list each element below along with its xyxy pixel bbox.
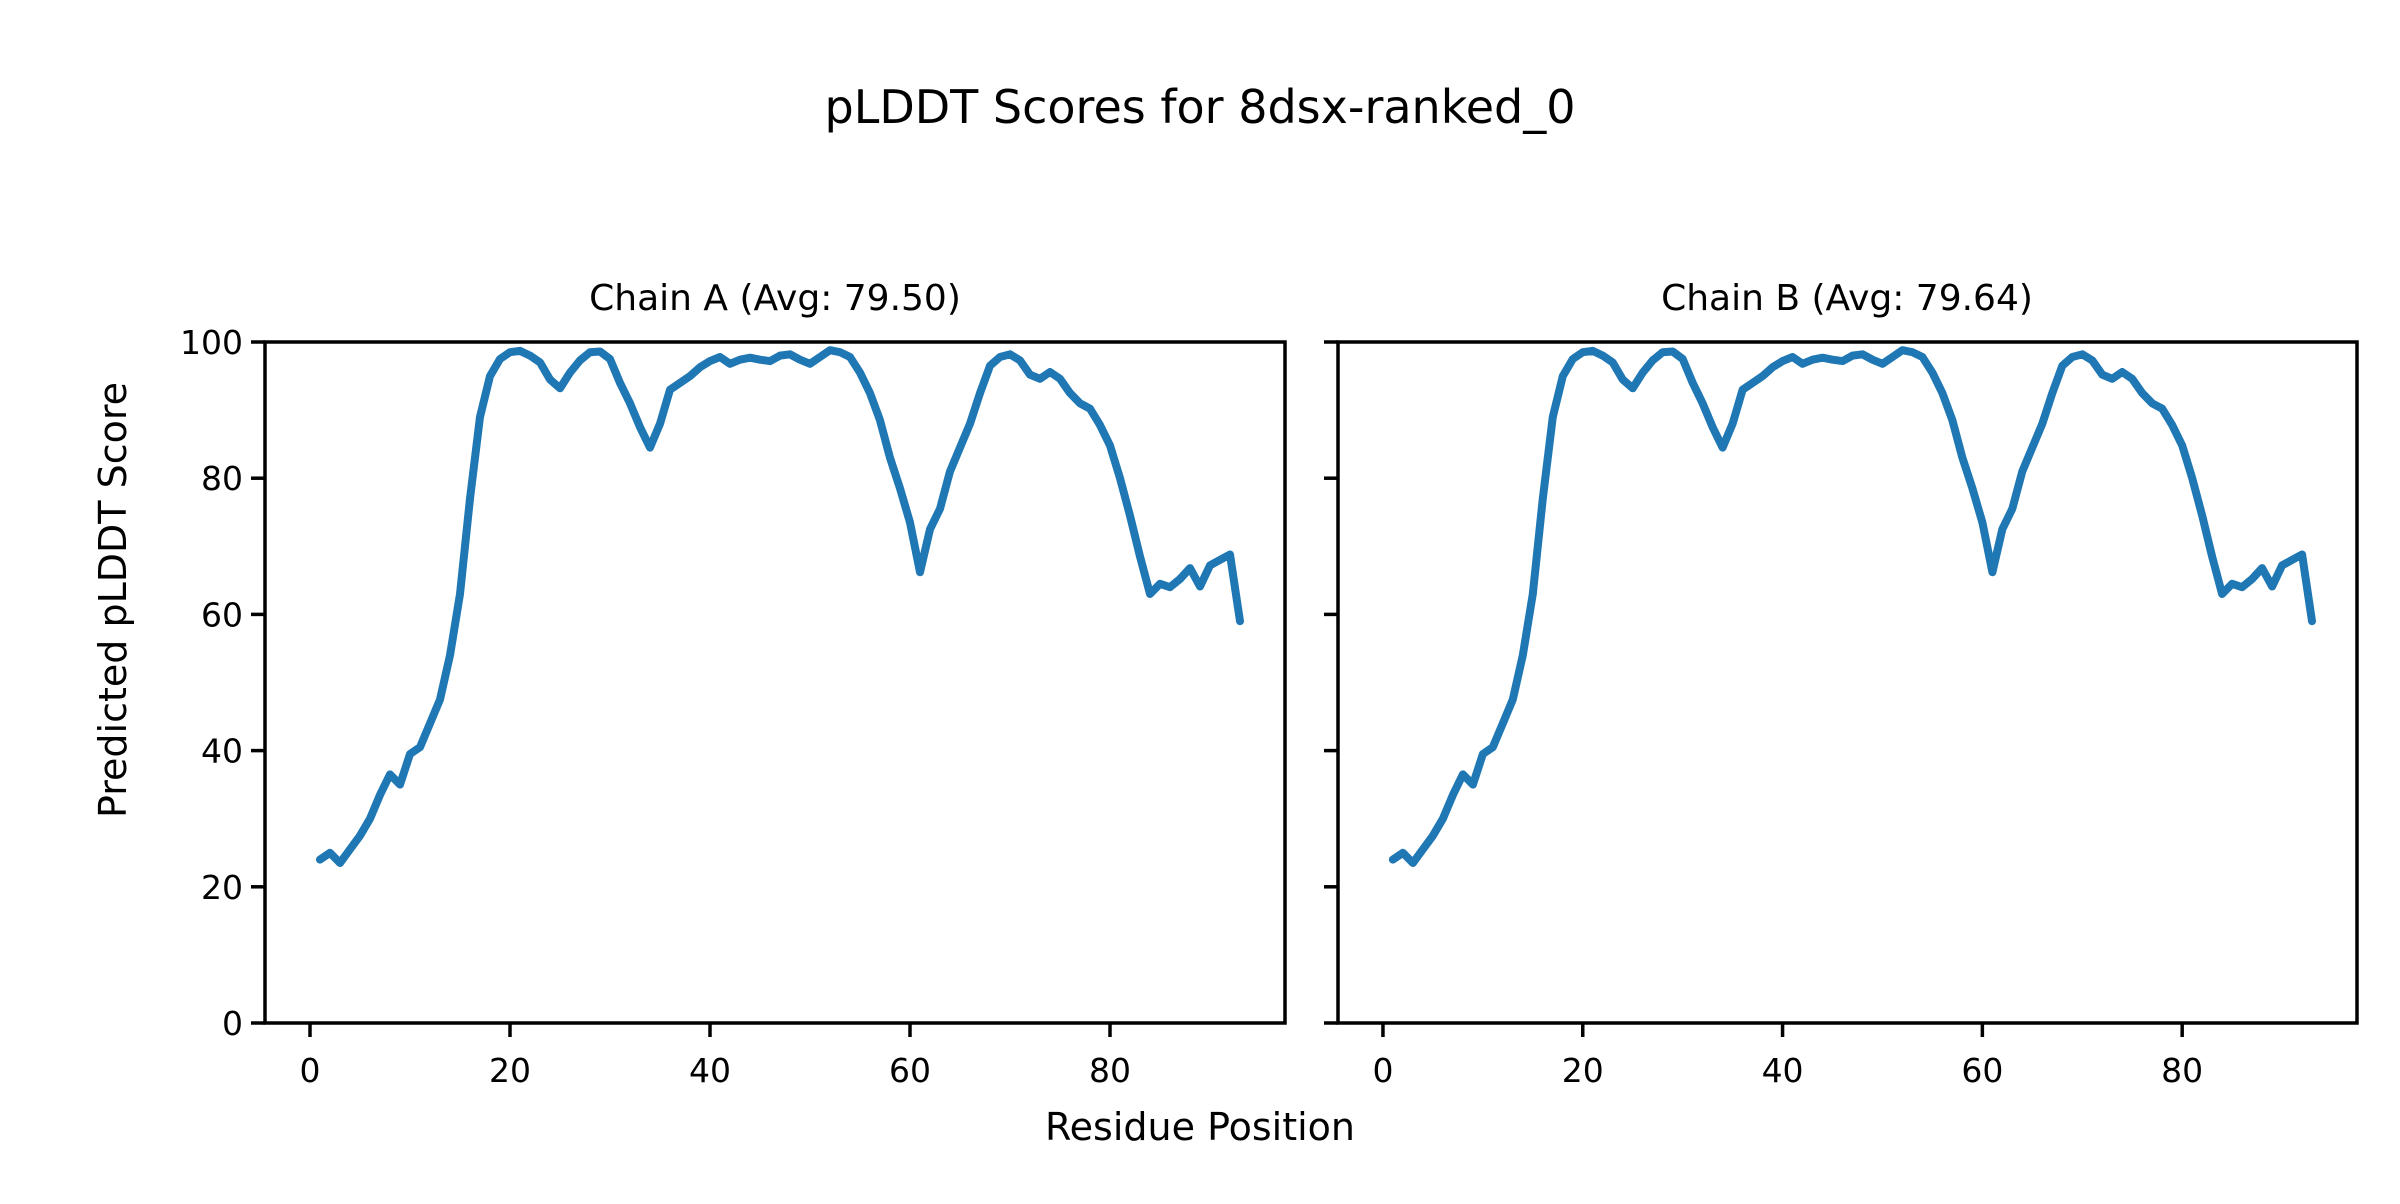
y-tick-label: 20 xyxy=(201,868,243,907)
plddt-line-chain-a xyxy=(316,346,1244,867)
subplot-chain-a: Chain A (Avg: 79.50) 0 20 40 60 80 0 20 40 60 80 1… xyxy=(180,278,1287,1090)
x-tick-label: 40 xyxy=(689,1051,731,1090)
plddt-line-chain-b xyxy=(1388,346,2316,867)
y-tick-label: 80 xyxy=(201,459,243,498)
x-tick-label: 80 xyxy=(1089,1051,1131,1090)
x-axis-label: Residue Position xyxy=(1045,1105,1355,1149)
subplot-chain-b: Chain B (Avg: 79.64) 0 20 40 60 80 xyxy=(1324,278,2359,1090)
axes-frame xyxy=(263,340,1287,1025)
x-tick-label: 80 xyxy=(2161,1051,2203,1090)
x-tick-label: 0 xyxy=(300,1051,321,1090)
y-axis-label: Predicted pLDDT Score xyxy=(91,382,135,818)
x-tick-label: 20 xyxy=(489,1051,531,1090)
x-tick-label: 40 xyxy=(1762,1051,1804,1090)
y-tick-label: 0 xyxy=(222,1004,243,1043)
x-tick-label: 0 xyxy=(1372,1051,1393,1090)
y-tick-label: 40 xyxy=(201,732,243,771)
x-tick-label: 60 xyxy=(1961,1051,2003,1090)
figure-title: pLDDT Scores for 8dsx-ranked_0 xyxy=(825,80,1576,134)
subplot-chain-b-title: Chain B (Avg: 79.64) xyxy=(1661,278,2033,319)
x-tick-label: 60 xyxy=(889,1051,931,1090)
y-tick-label: 100 xyxy=(180,323,243,362)
y-tick-label: 60 xyxy=(201,595,243,634)
axes-frame xyxy=(1336,340,2359,1025)
subplot-chain-a-title: Chain A (Avg: 79.50) xyxy=(589,278,961,319)
x-tick-label: 20 xyxy=(1562,1051,1604,1090)
